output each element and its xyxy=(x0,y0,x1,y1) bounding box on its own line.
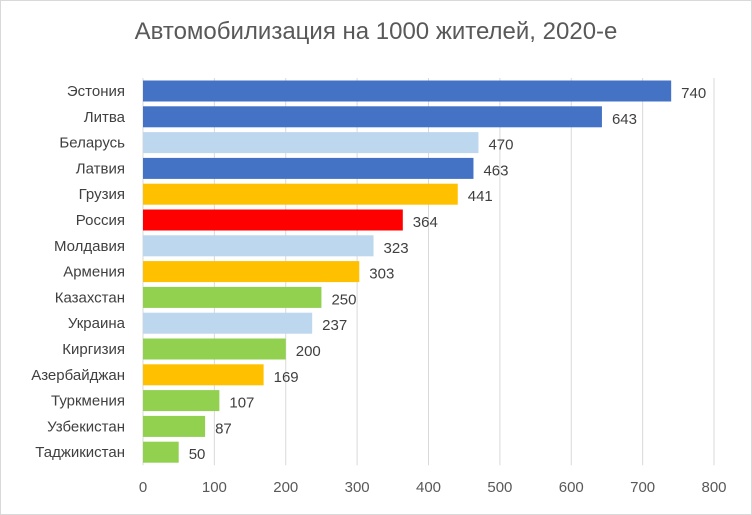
category-label: Азербайджан xyxy=(31,367,125,384)
data-label: 441 xyxy=(468,188,493,205)
data-label: 237 xyxy=(322,317,347,334)
bar xyxy=(143,312,313,334)
bar xyxy=(143,106,602,128)
data-label: 169 xyxy=(274,369,299,386)
category-label: Армения xyxy=(63,264,125,281)
bar xyxy=(143,183,458,205)
category-label: Латвия xyxy=(76,160,125,177)
category-label: Грузия xyxy=(79,186,125,203)
data-label: 200 xyxy=(296,343,321,360)
data-label: 107 xyxy=(229,395,254,412)
data-label: 364 xyxy=(413,214,438,231)
data-label: 463 xyxy=(483,162,508,179)
x-tick-label: 800 xyxy=(701,479,726,496)
data-label: 470 xyxy=(488,137,513,154)
bar xyxy=(143,209,403,231)
data-label: 50 xyxy=(189,446,206,463)
x-tick-label: 700 xyxy=(630,479,655,496)
bar xyxy=(143,261,360,283)
x-tick-label: 300 xyxy=(345,479,370,496)
x-tick-label: 600 xyxy=(559,479,584,496)
category-label: Беларусь xyxy=(59,135,125,152)
category-label: Молдавия xyxy=(54,238,125,255)
bar xyxy=(143,364,264,386)
bar xyxy=(143,80,672,102)
category-label: Туркмения xyxy=(51,393,125,410)
bar xyxy=(143,441,179,463)
category-label: Киргизия xyxy=(62,341,125,358)
x-tick-label: 200 xyxy=(273,479,298,496)
x-tick-label: 500 xyxy=(487,479,512,496)
category-label: Эстония xyxy=(67,83,125,100)
chart-title: Автомобилизация на 1000 жителей, 2020-е xyxy=(134,18,618,45)
data-label: 740 xyxy=(681,85,706,102)
bar xyxy=(143,286,322,308)
data-label: 87 xyxy=(215,420,232,437)
category-label: Литва xyxy=(84,109,126,126)
category-label: Украина xyxy=(68,315,126,332)
category-label: Узбекистан xyxy=(47,418,125,435)
x-tick-label: 400 xyxy=(416,479,441,496)
category-label: Россия xyxy=(76,212,125,229)
bar xyxy=(143,235,374,257)
bar xyxy=(143,390,220,412)
bar xyxy=(143,132,479,154)
x-tick-label: 100 xyxy=(202,479,227,496)
data-label: 323 xyxy=(384,240,409,257)
data-label: 643 xyxy=(612,111,637,128)
category-label: Таджикистан xyxy=(35,444,125,461)
data-label: 303 xyxy=(369,266,394,283)
x-tick-label: 0 xyxy=(139,479,147,496)
bar xyxy=(143,338,286,360)
category-label: Казахстан xyxy=(55,289,125,306)
data-label: 250 xyxy=(331,291,356,308)
bar xyxy=(143,415,206,437)
bar xyxy=(143,157,474,179)
